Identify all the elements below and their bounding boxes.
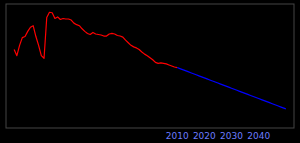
chart: 2010 2020 2030 2040 [0,0,300,143]
plot-area [14,12,286,109]
series-line [14,12,177,67]
x-tick-label: 2020 [193,131,216,141]
x-tick-label: 2040 [247,131,270,141]
plot-frame [6,4,294,128]
x-tick-label: 2010 [166,131,189,141]
x-tick-label: 2030 [220,131,243,141]
series-line [177,68,286,109]
